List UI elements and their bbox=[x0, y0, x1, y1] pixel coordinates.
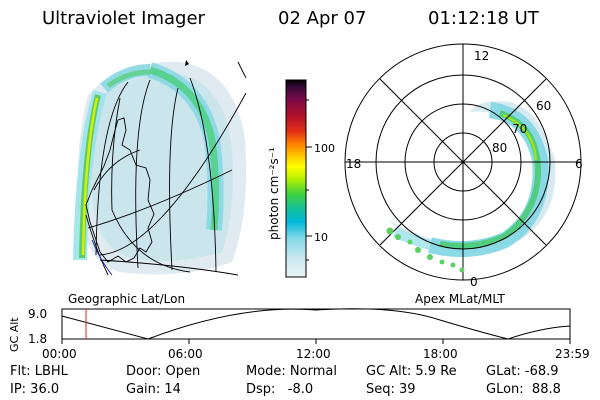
altitude-xtick-2359: 23:59 bbox=[555, 347, 590, 361]
mlat-label-60: 60 bbox=[536, 99, 551, 113]
color-bar bbox=[285, 79, 312, 278]
left-panel-caption: Geographic Lat/Lon bbox=[68, 292, 185, 306]
altitude-ylabel: GC Alt bbox=[8, 317, 21, 352]
right-panel-caption: Apex MLat/MLT bbox=[415, 292, 505, 306]
mlt-label-0: 0 bbox=[470, 275, 478, 289]
status-glat: GLat: -68.9 bbox=[486, 364, 559, 379]
colorbar-tick-10: 10 bbox=[314, 231, 328, 244]
status-ip: IP: 36.0 bbox=[10, 382, 60, 397]
colorbar-tick-100: 100 bbox=[314, 142, 335, 155]
altitude-xtick-1800: 18:00 bbox=[423, 347, 458, 361]
polar-map bbox=[344, 43, 582, 281]
status-dsp: Dsp: -8.0 bbox=[246, 382, 314, 397]
altitude-xtick-1200: 12:00 bbox=[296, 347, 331, 361]
status-gc-alt: GC Alt: 5.9 Re bbox=[366, 364, 457, 379]
status-door: Door: Open bbox=[126, 364, 201, 379]
altitude-plot bbox=[61, 308, 571, 344]
time-label: 01:12:18 UT bbox=[428, 8, 539, 29]
mlt-label-12: 12 bbox=[474, 49, 489, 63]
status-filter: Flt: LBHL bbox=[10, 364, 68, 379]
altitude-xtick-0600: 06:00 bbox=[168, 347, 203, 361]
status-seq: Seq: 39 bbox=[366, 382, 416, 397]
mlat-label-80: 80 bbox=[492, 141, 507, 155]
status-glon: GLon: 88.8 bbox=[486, 382, 561, 397]
altitude-ytick-bottom: 1.8 bbox=[28, 332, 47, 346]
status-mode: Mode: Normal bbox=[246, 364, 337, 379]
date-label: 02 Apr 07 bbox=[278, 8, 367, 29]
mlt-label-18: 18 bbox=[346, 157, 361, 171]
colorbar-unit-label: photon cm⁻²s⁻¹ bbox=[267, 147, 281, 240]
mlat-label-70: 70 bbox=[512, 122, 527, 136]
mlt-label-6: 6 bbox=[575, 157, 583, 171]
altitude-xtick-0000: 00:00 bbox=[42, 347, 77, 361]
geographic-map bbox=[73, 60, 247, 276]
altitude-ytick-top: 9.0 bbox=[28, 307, 47, 321]
instrument-title: Ultraviolet Imager bbox=[42, 8, 205, 29]
status-gain: Gain: 14 bbox=[126, 382, 181, 397]
